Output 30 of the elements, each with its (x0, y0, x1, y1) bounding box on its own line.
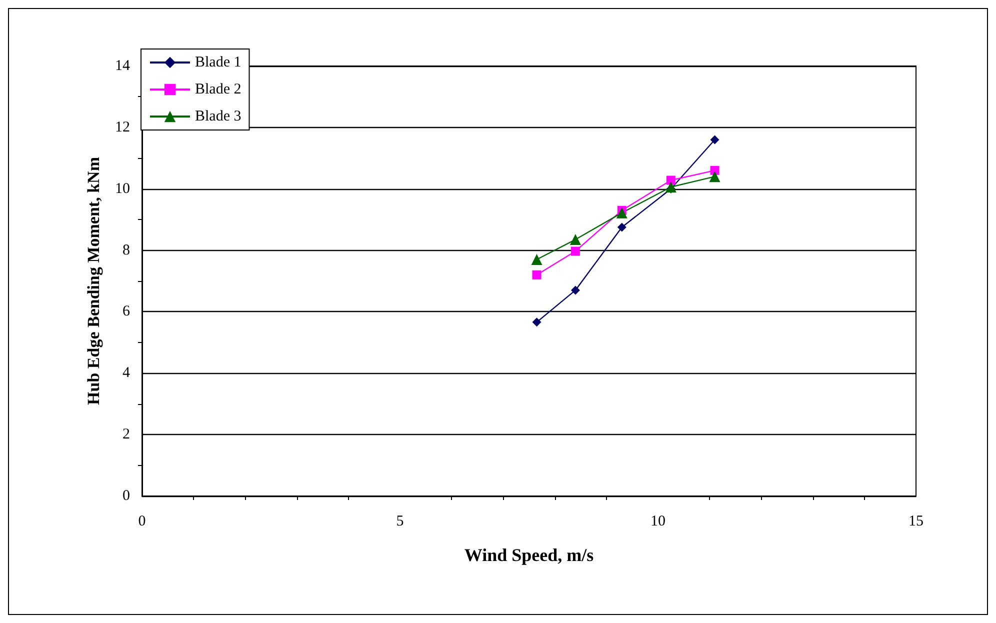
point (617, 222, 626, 232)
x-tick-label: 0 (138, 514, 146, 530)
y-tick-label: 0 (122, 488, 130, 504)
legend-label: Blade 1 (195, 54, 242, 70)
legend-label: Blade 3 (195, 108, 242, 124)
point (570, 234, 581, 246)
point (710, 166, 720, 175)
y-tick-label: 10 (115, 180, 130, 197)
point (531, 254, 542, 265)
y-tick-label: 12 (115, 119, 130, 136)
point (710, 135, 720, 144)
legend-label: Blade 2 (195, 82, 242, 98)
point (532, 318, 542, 327)
y-tick-label: 14 (115, 58, 130, 74)
y-axis-title: Hub Edge Bending Moment, kNm (84, 157, 103, 405)
point (665, 182, 676, 193)
point (570, 286, 580, 295)
point (616, 207, 628, 218)
y-tick-label: 6 (122, 304, 130, 320)
y-tick-label: 4 (122, 365, 130, 382)
point (570, 246, 580, 256)
y-tick-label: 8 (122, 242, 130, 258)
x-tick-label: 15 (908, 514, 924, 530)
point (709, 171, 720, 182)
y-tick-label: 2 (122, 426, 130, 443)
point (666, 176, 676, 185)
x-axis-title: Wind Speed, m/s (464, 545, 594, 565)
x-tick-label: 5 (396, 514, 404, 530)
x-tick-label: 10 (650, 514, 666, 530)
point (532, 270, 542, 280)
